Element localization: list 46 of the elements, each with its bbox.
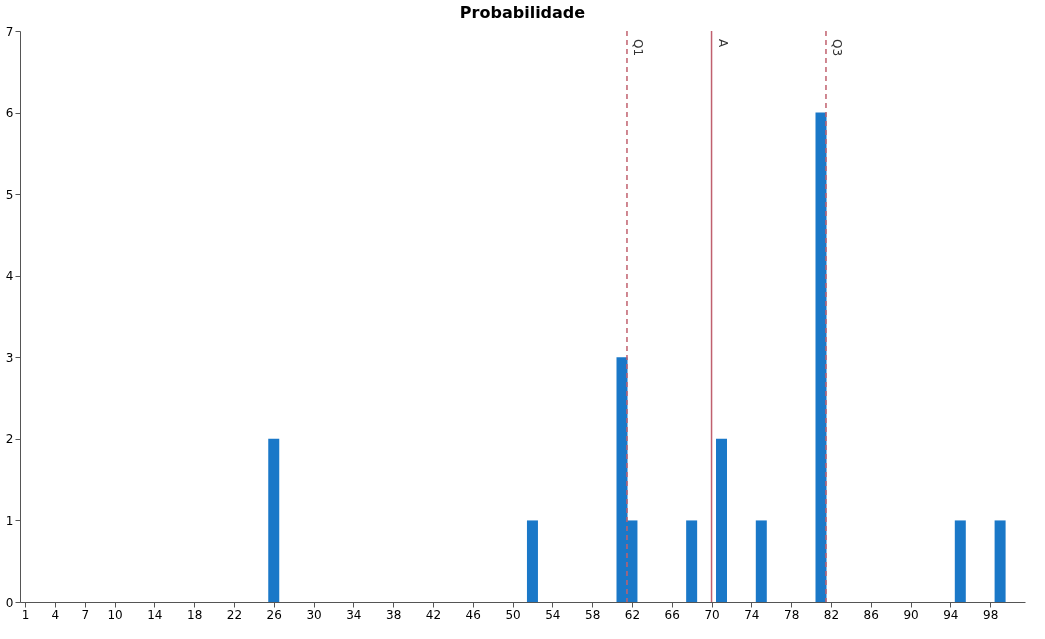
x-tick-label: 94: [943, 607, 959, 622]
x-tick-label: 4: [51, 607, 60, 622]
x-tick-label: 1: [21, 607, 30, 622]
x-tick-label: 34: [346, 607, 362, 622]
bar: [686, 520, 698, 602]
x-tick-label: 66: [664, 607, 680, 622]
x-tick-label: 62: [624, 607, 641, 622]
x-tick-label: 90: [903, 607, 919, 622]
x-tick-label: 74: [744, 607, 760, 622]
x-tick-label: 50: [505, 607, 521, 622]
bar: [994, 520, 1006, 602]
x-tick-label: 42: [425, 607, 442, 622]
x-tick-label: 38: [386, 607, 402, 622]
x-tick-label: 78: [784, 607, 800, 622]
x-tick-label: 22: [226, 607, 243, 622]
y-tick-label: 5: [5, 187, 14, 202]
x-tick-label: 14: [147, 607, 163, 622]
ref-line-label: Q1: [630, 39, 645, 57]
bar: [755, 520, 767, 602]
ref-line-label: A: [715, 39, 730, 48]
bar: [716, 438, 727, 602]
y-tick-label: 1: [5, 513, 14, 528]
x-tick-label: 18: [187, 607, 203, 622]
ref-line-label: Q3: [829, 39, 844, 57]
x-tick-label: 86: [863, 607, 879, 622]
x-tick-label: 26: [266, 607, 282, 622]
x-tick-label: 46: [465, 607, 481, 622]
x-tick-label: 7: [81, 607, 90, 622]
y-tick-label: 7: [5, 24, 14, 39]
bar: [268, 438, 280, 602]
x-tick-label: 98: [983, 607, 999, 622]
x-tick-label: 30: [306, 607, 322, 622]
y-tick-label: 6: [5, 106, 14, 121]
bar: [815, 112, 827, 602]
x-tick-label: 10: [107, 607, 123, 622]
x-tick-label: 58: [585, 607, 601, 622]
x-tick-label: 54: [545, 607, 561, 622]
bar: [954, 520, 966, 602]
bar: [526, 520, 538, 602]
y-tick-label: 0: [5, 595, 14, 610]
chart-title: Probabilidade: [459, 3, 586, 22]
x-tick-label: 82: [823, 607, 840, 622]
y-tick-label: 2: [5, 432, 14, 447]
y-tick-label: 3: [5, 350, 14, 365]
y-tick-label: 4: [5, 269, 14, 284]
x-tick-label: 70: [704, 607, 720, 622]
